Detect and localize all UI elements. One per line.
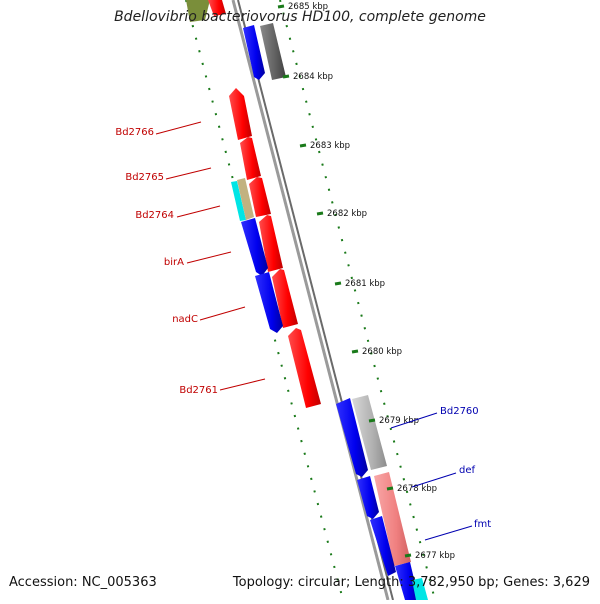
tick-mark (277, 4, 285, 9)
gene-def-body[interactable] (357, 476, 379, 519)
accession-text: Accession: NC_005363 (9, 575, 157, 590)
red-gene-top[interactable] (208, 0, 226, 16)
tick-label: 2678 kbp (397, 484, 437, 494)
tick-mark (316, 211, 324, 216)
gene-def-feature[interactable] (374, 472, 411, 566)
tick-label: 2684 kbp (293, 72, 333, 82)
tick-label: 2681 kbp (345, 279, 385, 289)
gene-Bd2760-feature[interactable] (352, 395, 387, 470)
tick-label: 2683 kbp (310, 141, 350, 151)
gene-label[interactable]: birA (164, 257, 184, 268)
gene-label[interactable]: fmt (474, 519, 491, 530)
gene-fmt-body[interactable] (370, 516, 396, 576)
gene-birA-feature[interactable] (259, 215, 283, 272)
gene-Bd2766-feature[interactable] (229, 88, 252, 140)
tick-label: 2679 kbp (379, 416, 419, 426)
tick-label: 2682 kbp (327, 209, 367, 219)
map-title: Bdellovibrio bacteriovorus HD100, comple… (114, 9, 486, 25)
gene-Bd2761-feature[interactable] (288, 328, 321, 408)
reverse-gene-lower[interactable] (255, 272, 283, 333)
tick-mark (299, 143, 307, 148)
gene-label[interactable]: Bd2766 (115, 127, 154, 138)
tick-mark (368, 418, 376, 423)
gene-Bd2764-feature[interactable] (249, 177, 271, 217)
gene-label[interactable]: Bd2761 (179, 385, 218, 396)
tick-label: 2685 kbp (288, 2, 328, 12)
gene-label[interactable]: nadC (172, 314, 198, 325)
reverse-gene-upper[interactable] (241, 218, 268, 276)
gene-label[interactable]: Bd2760 (440, 406, 479, 417)
gene-Bd2760-body[interactable] (336, 398, 368, 477)
tick-label: 2680 kbp (362, 347, 402, 357)
backbone-outer (231, 0, 390, 601)
tick-mark (351, 349, 359, 354)
tick-group: 2685 kbp 2684 kbp 2683 kbp 2682 kbp 2681 kbp… (277, 2, 455, 561)
olive-gene-top[interactable] (186, 0, 210, 22)
genome-summary-text: Topology: circular; Length: 3,782,950 bp… (232, 575, 590, 590)
cyan-feature[interactable] (231, 181, 246, 221)
right-label-leaders (390, 412, 473, 541)
tick-label: 2677 kbp (415, 551, 455, 561)
gene-label[interactable]: def (459, 465, 476, 476)
gene-nadC-feature[interactable] (272, 269, 298, 328)
gene-label[interactable]: Bd2765 (125, 172, 164, 183)
cyan-feature-bottom[interactable] (412, 578, 428, 600)
dark-gene-top[interactable] (260, 23, 286, 80)
tan-feature[interactable] (237, 178, 254, 220)
tick-mark (386, 486, 394, 491)
dotted-guide-right (279, 0, 436, 601)
gene-Bd2765-feature[interactable] (240, 137, 261, 180)
tick-mark (282, 74, 290, 79)
left-label-leaders (155, 121, 266, 391)
reverse-gene-top[interactable] (243, 25, 265, 80)
tick-mark (404, 553, 412, 558)
gene-label[interactable]: Bd2764 (135, 210, 174, 221)
tick-mark (334, 281, 342, 286)
gene-fmt-feature[interactable] (395, 562, 419, 600)
